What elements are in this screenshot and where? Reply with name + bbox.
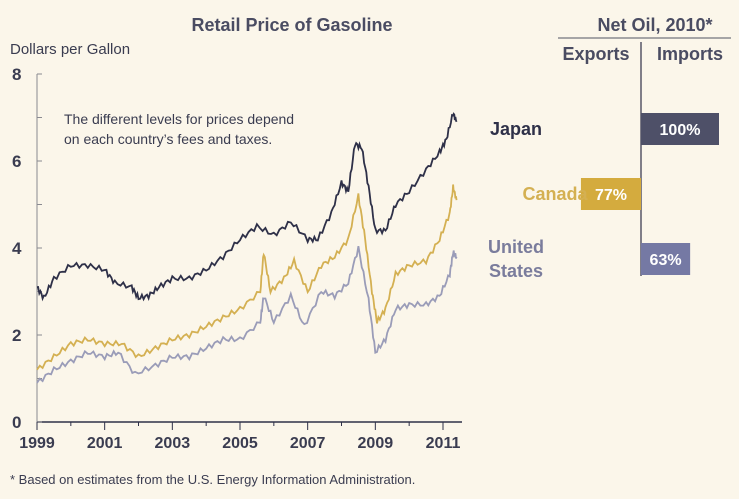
- y-tick-label: 0: [12, 413, 21, 432]
- bar-value-label: 63%: [650, 252, 682, 269]
- series-line-japan: [36, 112, 458, 302]
- bar-chart-title: Net Oil, 2010*: [597, 15, 712, 35]
- series-line-united-states: [36, 246, 458, 384]
- annotation-line-2: on each country’s fees and taxes.: [64, 131, 272, 147]
- bar-value-label: 77%: [595, 187, 627, 204]
- y-tick-label: 8: [12, 65, 21, 84]
- category-label: States: [489, 261, 543, 281]
- x-tick-label: 1999: [19, 435, 55, 452]
- bar-japan: [641, 113, 719, 145]
- line-chart-title: Retail Price of Gasoline: [191, 15, 392, 35]
- bar-value-label: 100%: [660, 122, 701, 139]
- x-tick-label: 2003: [155, 435, 191, 452]
- category-label: United: [488, 237, 544, 257]
- imports-header: Imports: [657, 44, 723, 64]
- category-label: Japan: [490, 119, 542, 139]
- annotation-line-1: The different levels for prices depend: [64, 111, 294, 127]
- y-tick-label: 6: [12, 152, 21, 171]
- y-axis-label: Dollars per Gallon: [10, 41, 130, 58]
- x-tick-label: 2001: [87, 435, 123, 452]
- y-tick-label: 2: [12, 326, 21, 345]
- bar-canada: [580, 178, 641, 210]
- series-line-canada: [36, 184, 458, 371]
- category-label: Canada: [522, 184, 588, 204]
- x-tick-label: 2009: [358, 435, 394, 452]
- x-tick-label: 2007: [290, 435, 326, 452]
- y-tick-label: 4: [12, 239, 22, 258]
- bar-united-states: [641, 243, 691, 275]
- x-tick-label: 2005: [222, 435, 258, 452]
- footnote: * Based on estimates from the U.S. Energ…: [10, 472, 415, 487]
- exports-header: Exports: [562, 44, 629, 64]
- x-tick-label: 2011: [426, 435, 461, 452]
